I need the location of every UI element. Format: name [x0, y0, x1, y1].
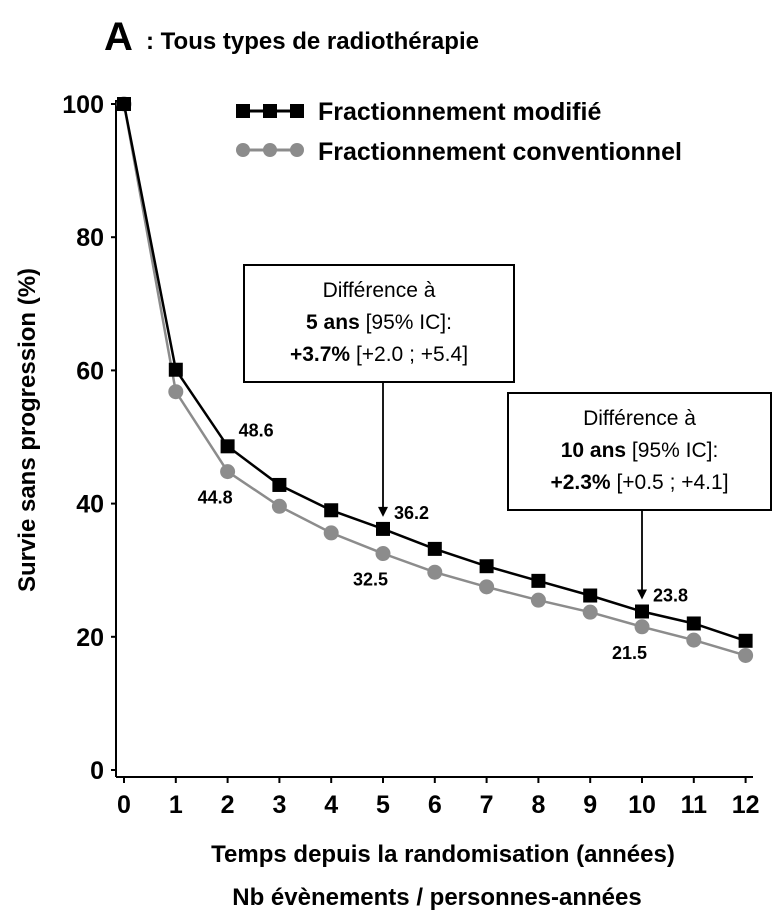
legend-label-conventional: Fractionnement conventionnel — [318, 138, 682, 166]
series-layer — [116, 96, 754, 663]
point-conventional — [634, 619, 650, 635]
x-tick-label: 7 — [480, 791, 494, 819]
legend-marker-circle — [290, 143, 304, 157]
point-modified — [635, 604, 649, 619]
point-conventional — [168, 384, 184, 400]
annotation-text: [95% IC]: — [360, 311, 452, 334]
data-label: 21.5 — [612, 643, 647, 663]
x-tick-label: 9 — [583, 791, 597, 819]
annotation-line-1: Différence à — [583, 407, 696, 430]
y-tick-label: 80 — [76, 224, 104, 252]
x-tick-label: 4 — [324, 791, 338, 819]
data-label: 48.6 — [239, 420, 274, 440]
legend-marker-square — [290, 104, 304, 118]
annotation-line-3: +2.3% [+0.5 ; +4.1] — [550, 471, 728, 494]
x-tick-label: 11 — [681, 791, 708, 819]
point-modified — [272, 477, 287, 492]
point-modified — [427, 541, 442, 556]
chart-title: : Tous types de radiothérapie — [146, 28, 479, 55]
point-conventional — [427, 564, 443, 580]
annotation-bold: 5 ans — [306, 311, 360, 334]
data-label: 44.8 — [198, 488, 233, 508]
annotation-box-10-years: Différence à 10 ans [95% IC]: +2.3% [+0.5 … — [507, 392, 772, 600]
annotation-arrow-head — [378, 506, 388, 517]
point-conventional — [686, 632, 702, 648]
y-axis-title: Survie sans progression (%) — [14, 268, 41, 592]
data-label: 32.5 — [353, 570, 388, 590]
y-tick-label: 20 — [76, 624, 104, 652]
annotation-text: [+0.5 ; +4.1] — [611, 471, 729, 494]
annotation-bold: +2.3% — [550, 471, 610, 494]
legend-label-modified: Fractionnement modifié — [318, 98, 601, 126]
point-modified — [531, 573, 546, 588]
x-tick-label: 8 — [531, 791, 545, 819]
legend-marker-circle — [236, 143, 250, 157]
annotations: Différence à 5 ans [95% IC]: +3.7% [+2.0 ;… — [243, 264, 772, 600]
x-axis-title: Temps depuis la randomisation (années) — [211, 841, 675, 868]
y-tick-label: 40 — [76, 491, 104, 519]
x-tick-label: 1 — [169, 791, 183, 819]
x-tick-label: 0 — [117, 791, 131, 819]
x-axis-subtitle: Nb évènements / personnes-années — [232, 884, 641, 911]
point-modified — [117, 97, 131, 111]
annotation-box-5-years: Différence à 5 ans [95% IC]: +3.7% [+2.0 ;… — [243, 264, 515, 517]
annotation-text: [+2.0 ; +5.4] — [350, 343, 468, 366]
point-modified — [220, 439, 235, 454]
point-conventional — [220, 464, 236, 480]
y-tick-label: 100 — [62, 91, 104, 119]
point-conventional — [582, 604, 598, 620]
point-conventional — [479, 579, 495, 595]
annotation-text: [95% IC]: — [626, 439, 718, 462]
annotation-bold: +3.7% — [290, 343, 350, 366]
point-modified — [324, 503, 339, 518]
annotation-line-3: +3.7% [+2.0 ; +5.4] — [290, 343, 468, 366]
point-modified — [168, 362, 183, 377]
x-tick-label: 10 — [628, 791, 656, 819]
point-modified — [479, 559, 494, 574]
legend-marker-square — [236, 104, 250, 118]
data-label: 23.8 — [653, 585, 688, 605]
point-modified — [738, 633, 753, 648]
data-labels: 48.6 44.8 36.2 32.5 23.8 21.5 — [198, 420, 688, 662]
x-tick-label: 2 — [221, 791, 235, 819]
annotation-line-2: 10 ans [95% IC]: — [561, 439, 719, 462]
annotation-bold: 10 ans — [561, 439, 626, 462]
legend-item-conventional: Fractionnement conventionnel — [236, 138, 682, 166]
x-tick-label: 6 — [428, 791, 442, 819]
point-conventional — [738, 647, 754, 663]
point-conventional — [271, 498, 287, 514]
x-tick-label: 5 — [376, 791, 390, 819]
annotation-frame — [507, 392, 772, 511]
x-tick-label: 3 — [272, 791, 286, 819]
point-conventional — [323, 525, 339, 541]
legend-marker-circle — [263, 143, 277, 157]
point-conventional — [530, 592, 546, 608]
annotation-line-2: 5 ans [95% IC]: — [306, 311, 452, 334]
point-modified — [686, 616, 701, 631]
x-ticks: 0 1 2 3 4 5 6 7 8 9 10 11 12 — [117, 777, 760, 819]
annotation-line-1: Différence à — [323, 279, 436, 302]
annotation-frame — [243, 264, 515, 383]
y-tick-label: 0 — [90, 757, 104, 785]
point-modified — [583, 588, 598, 603]
y-tick-label: 60 — [76, 357, 104, 385]
panel-letter: A — [104, 15, 133, 59]
point-modified — [376, 521, 390, 536]
legend-marker-square — [263, 104, 277, 118]
y-ticks: 0 20 40 60 80 100 — [62, 91, 116, 785]
legend: Fractionnement modifié Fractionnement co… — [236, 98, 682, 166]
data-label: 36.2 — [394, 503, 429, 523]
point-conventional — [375, 546, 391, 562]
legend-item-modified: Fractionnement modifié — [236, 98, 601, 126]
x-tick-label: 12 — [732, 791, 760, 819]
annotation-arrow-head — [637, 589, 647, 600]
